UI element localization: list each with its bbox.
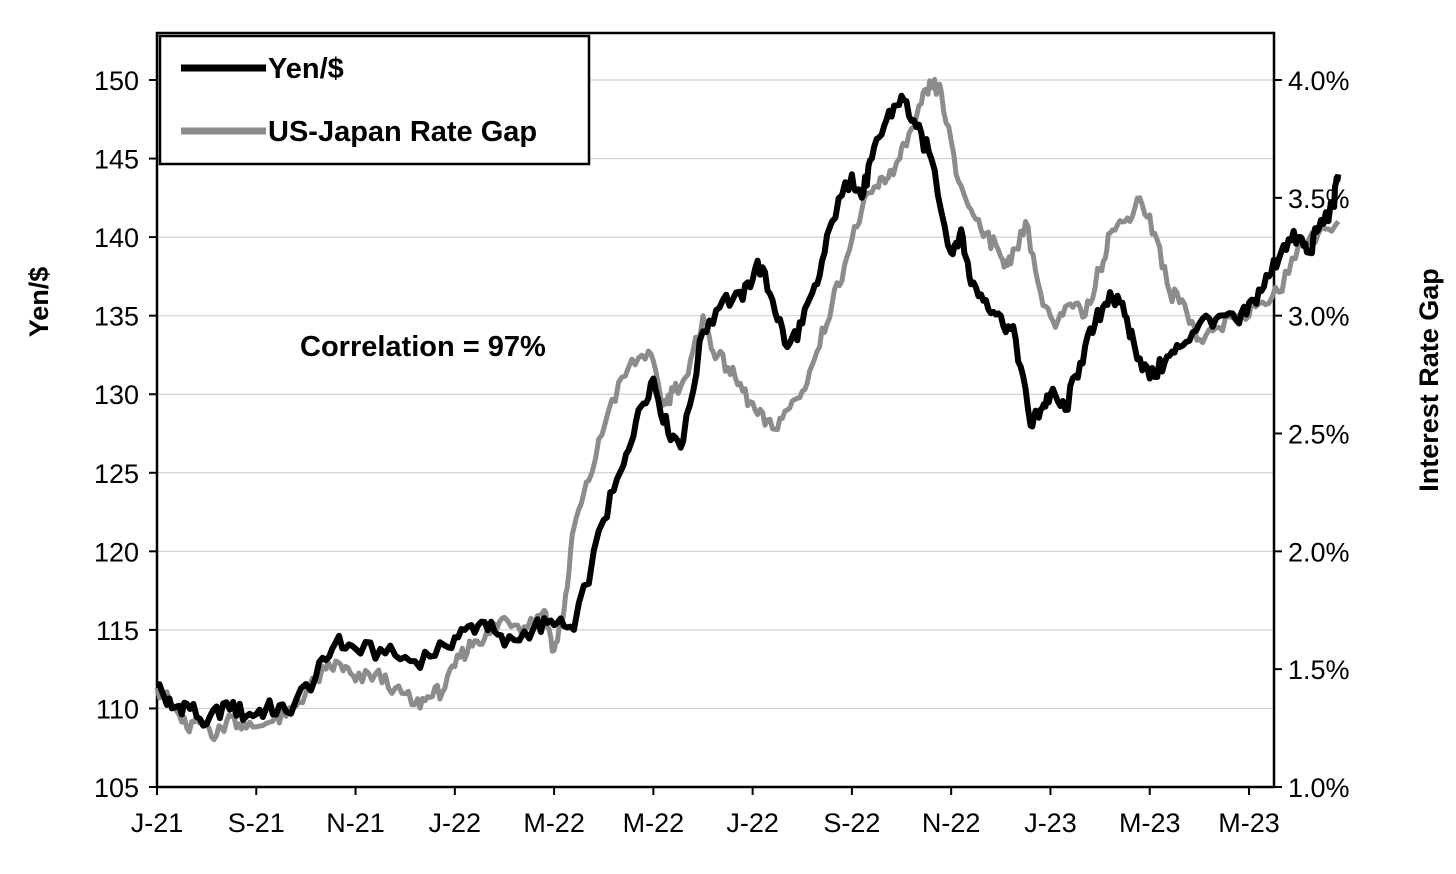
right-tick-label: 2.0% bbox=[1288, 537, 1350, 567]
plot-area-frame bbox=[155, 31, 1276, 789]
left-tick-label: 110 bbox=[96, 694, 139, 724]
left-tick-label: 135 bbox=[94, 302, 139, 332]
x-tick-label: N-21 bbox=[326, 808, 385, 838]
left-tick-label: 105 bbox=[94, 773, 139, 803]
x-axis-ticks: J-21 S-21 N-21 J-22 M-22 M-22 J-22 S-22 N-22 J-23… bbox=[131, 787, 1280, 838]
right-tick-label: 1.0% bbox=[1288, 773, 1350, 803]
x-tick-label: J-21 bbox=[131, 808, 184, 838]
left-tick-label: 115 bbox=[96, 616, 139, 646]
x-tick-label: M-23 bbox=[1218, 808, 1280, 838]
left-tick-label: 125 bbox=[94, 459, 139, 489]
right-axis-title: Interest Rate Gap bbox=[1414, 268, 1444, 492]
x-tick-label: J-22 bbox=[726, 808, 779, 838]
rate-gap-line bbox=[154, 76, 1341, 743]
left-axis-title: Yen/$ bbox=[24, 267, 54, 338]
left-tick-label: 145 bbox=[94, 145, 139, 175]
legend-box bbox=[158, 34, 591, 166]
right-tick-label: 4.0% bbox=[1288, 66, 1350, 96]
left-axis-ticks: 105 110 115 120 125 130 135 140 145 150 bbox=[94, 66, 157, 803]
right-tick-label: 3.5% bbox=[1288, 184, 1350, 214]
x-tick-label: S-21 bbox=[228, 808, 285, 838]
correlation-annotation: Correlation = 97% bbox=[300, 331, 546, 363]
right-tick-label: 3.0% bbox=[1288, 302, 1350, 332]
x-tick-label: M-22 bbox=[623, 808, 685, 838]
x-tick-label: J-22 bbox=[429, 808, 482, 838]
right-axis-ticks: 1.0% 1.5% 2.0% 2.5% 3.0% 3.5% 4.0% bbox=[1274, 66, 1350, 803]
left-tick-label: 120 bbox=[94, 537, 139, 567]
x-tick-label: S-22 bbox=[823, 808, 880, 838]
x-tick-label: M-23 bbox=[1119, 808, 1181, 838]
legend: Yen/$ US-Japan Rate Gap bbox=[158, 34, 591, 166]
right-tick-label: 1.5% bbox=[1288, 655, 1350, 685]
left-tick-label: 140 bbox=[94, 223, 139, 253]
x-tick-label: J-23 bbox=[1024, 808, 1077, 838]
legend-label-gap: US-Japan Rate Gap bbox=[268, 116, 537, 148]
yen-series bbox=[156, 92, 1342, 729]
rate-gap-series bbox=[154, 76, 1341, 743]
yen-line bbox=[156, 92, 1342, 729]
left-tick-label: 150 bbox=[94, 66, 139, 96]
left-tick-label: 130 bbox=[94, 380, 139, 410]
x-tick-label: M-22 bbox=[523, 808, 585, 838]
gridlines bbox=[157, 79, 1274, 710]
right-tick-label: 2.5% bbox=[1288, 420, 1350, 450]
legend-label-yen: Yen/$ bbox=[268, 53, 344, 85]
x-tick-label: N-22 bbox=[922, 808, 981, 838]
